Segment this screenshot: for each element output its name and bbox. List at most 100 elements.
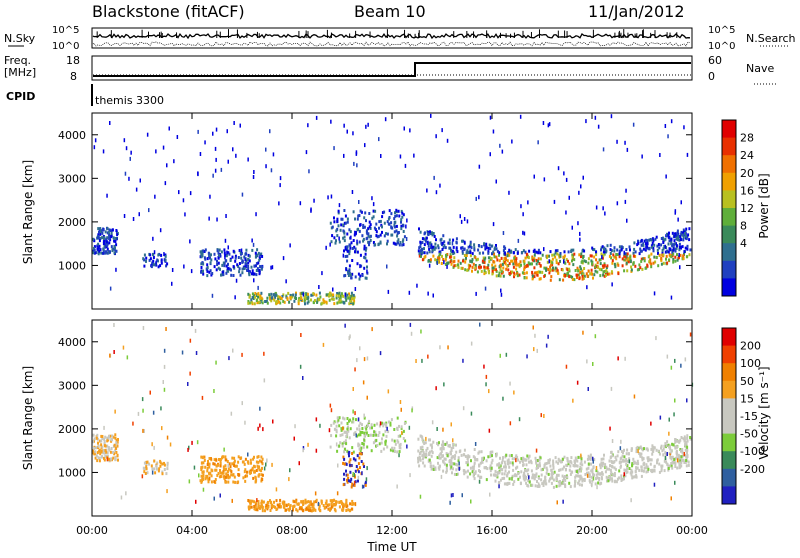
velocity-cell	[117, 438, 119, 441]
velocity-cell	[219, 469, 221, 472]
velocity-cell-sparse	[630, 498, 632, 503]
velocity-cell	[297, 502, 300, 506]
velocity-cell	[207, 460, 209, 463]
power-cell	[227, 251, 230, 255]
velocity-cell	[640, 474, 643, 478]
power-cell	[623, 254, 626, 258]
velocity-cell	[215, 458, 218, 462]
velocity-cell	[146, 471, 149, 475]
velocity-cell	[503, 482, 506, 486]
velocity-cell	[625, 452, 628, 456]
power-cell	[247, 301, 250, 305]
power-cell-sparse	[405, 224, 407, 229]
velocity-cell	[365, 427, 368, 431]
power-cell	[531, 258, 534, 262]
velocity-cell	[478, 450, 481, 454]
velocity-cell	[246, 470, 248, 474]
velocity-cell	[553, 470, 556, 474]
velocity-cell-sparse	[684, 357, 687, 362]
velocity-cell	[260, 460, 263, 464]
power-cell	[346, 220, 349, 224]
velocity-cell-sparse	[355, 433, 357, 438]
power-cell	[259, 294, 262, 298]
velocity-cell	[107, 436, 110, 440]
velocity-cell-sparse	[387, 389, 390, 394]
velocity-cell	[223, 467, 226, 471]
velocity-cell	[511, 474, 514, 478]
power-cell	[346, 249, 349, 253]
power-cell	[424, 239, 427, 243]
power-cell-sparse	[664, 124, 667, 128]
velocity-cell	[257, 455, 260, 459]
power-cell	[498, 253, 500, 257]
power-cell	[421, 251, 424, 255]
power-cell	[495, 269, 498, 273]
velocity-cell	[342, 502, 345, 506]
power-cell	[199, 250, 202, 254]
power-cell-sparse	[199, 152, 202, 156]
power-cell	[580, 260, 583, 264]
power-cell	[365, 219, 367, 223]
velocity-cell	[463, 448, 466, 452]
power-cell	[270, 299, 273, 303]
power-cell	[446, 253, 449, 256]
date-title: 11/Jan/2012	[588, 2, 685, 21]
velocity-cell	[511, 457, 514, 461]
power-cell	[587, 269, 590, 273]
power-cell	[273, 298, 276, 302]
velocity-cell	[208, 457, 211, 460]
power-cell	[471, 265, 474, 269]
power-cell	[227, 262, 229, 266]
velocity-cell	[513, 474, 516, 478]
velocity-cell	[150, 464, 153, 468]
velocity-cell	[452, 467, 454, 471]
velocity-cell	[433, 468, 435, 471]
velocity-cell	[667, 468, 670, 472]
velocity-cell	[217, 472, 220, 475]
velocity-cell	[653, 465, 656, 469]
velocity-cell-sparse	[361, 484, 364, 489]
velocity-cell	[457, 459, 460, 463]
power-cell	[358, 229, 361, 233]
power-cell	[545, 267, 548, 271]
power-cell	[106, 243, 109, 247]
power-cell	[268, 293, 271, 297]
power-cell-sparse	[176, 135, 179, 139]
power-cell	[565, 273, 568, 277]
velocity-cell	[351, 499, 354, 503]
power-cell	[664, 237, 667, 241]
power-cell	[365, 246, 368, 250]
velocity-cell	[671, 442, 674, 446]
power-cell-sparse	[565, 177, 568, 182]
power-cell	[596, 261, 599, 265]
velocity-cell-sparse	[142, 408, 144, 413]
velocity-cell-sparse	[106, 457, 109, 462]
velocity-cell	[543, 463, 546, 467]
power-cell	[427, 233, 430, 236]
velocity-cell	[114, 433, 117, 437]
power-cell	[421, 248, 424, 252]
power-cell	[449, 246, 452, 250]
velocity-cell	[255, 507, 258, 511]
y-tick-label: 2000	[58, 216, 86, 229]
velocity-cell	[421, 449, 424, 453]
power-cell	[241, 267, 244, 271]
power-cell	[460, 246, 463, 250]
velocity-cell-sparse	[461, 493, 463, 498]
power-cell	[671, 254, 674, 258]
power-cell-sparse	[154, 194, 156, 199]
power-cell-sparse	[215, 157, 217, 162]
velocity-cell	[202, 461, 205, 465]
power-cell	[283, 300, 286, 304]
velocity-cell	[421, 438, 424, 442]
velocity-cell	[647, 456, 650, 460]
velocity-cell	[666, 463, 669, 467]
velocity-cell	[581, 483, 583, 487]
power-cell	[675, 242, 677, 246]
power-cell-sparse	[464, 240, 466, 245]
velocity-cell	[513, 457, 516, 461]
power-cell	[583, 249, 586, 253]
velocity-cell	[462, 453, 465, 457]
power-cell	[490, 257, 493, 260]
